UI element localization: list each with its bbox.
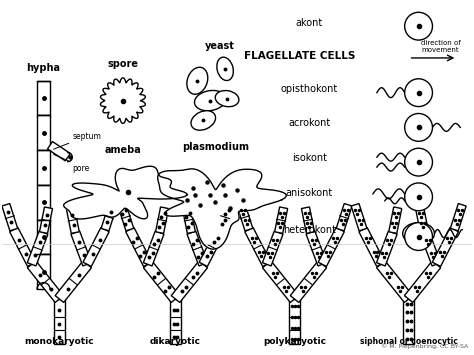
Polygon shape (27, 231, 48, 266)
Text: FLAGELLATE CELLS: FLAGELLATE CELLS (244, 51, 355, 61)
Polygon shape (100, 78, 146, 124)
Text: plasmodium: plasmodium (182, 142, 249, 152)
Polygon shape (199, 228, 225, 267)
Text: heterokont: heterokont (283, 225, 336, 235)
Polygon shape (27, 261, 64, 302)
Polygon shape (47, 142, 70, 161)
Polygon shape (187, 231, 208, 266)
Polygon shape (144, 261, 180, 302)
Ellipse shape (191, 111, 216, 130)
Polygon shape (290, 261, 327, 302)
Text: isokont: isokont (292, 153, 327, 163)
Polygon shape (359, 228, 385, 267)
Polygon shape (289, 299, 300, 344)
Polygon shape (170, 299, 181, 344)
Polygon shape (351, 203, 367, 231)
Polygon shape (66, 207, 79, 233)
Circle shape (405, 148, 432, 176)
Polygon shape (83, 228, 109, 267)
Polygon shape (318, 228, 344, 267)
Ellipse shape (217, 57, 233, 81)
Polygon shape (404, 261, 441, 302)
Polygon shape (301, 207, 314, 233)
Text: akont: akont (296, 18, 323, 28)
Polygon shape (416, 207, 428, 233)
Polygon shape (377, 261, 413, 302)
Polygon shape (376, 231, 397, 266)
Polygon shape (182, 207, 195, 233)
Polygon shape (2, 203, 18, 231)
Text: opisthokont: opisthokont (281, 84, 338, 94)
Ellipse shape (215, 91, 239, 107)
Text: anisokont: anisokont (286, 188, 333, 198)
Polygon shape (403, 299, 414, 344)
Ellipse shape (194, 91, 226, 111)
Polygon shape (37, 115, 50, 150)
Polygon shape (126, 228, 152, 267)
Polygon shape (432, 228, 458, 267)
Circle shape (405, 223, 432, 250)
Polygon shape (217, 203, 233, 231)
Circle shape (405, 114, 432, 141)
Polygon shape (54, 299, 65, 344)
Polygon shape (420, 231, 441, 266)
Polygon shape (245, 228, 271, 267)
Polygon shape (336, 203, 352, 231)
Polygon shape (450, 203, 466, 231)
Polygon shape (274, 207, 288, 233)
Polygon shape (263, 231, 283, 266)
Polygon shape (171, 261, 208, 302)
Polygon shape (71, 231, 91, 266)
Ellipse shape (187, 67, 208, 94)
Text: monokaryotic: monokaryotic (25, 337, 94, 346)
Text: yeast: yeast (205, 41, 235, 51)
Polygon shape (158, 169, 286, 249)
Polygon shape (64, 166, 187, 219)
Ellipse shape (403, 223, 435, 245)
Polygon shape (155, 207, 169, 233)
Polygon shape (55, 261, 91, 302)
Polygon shape (389, 207, 402, 233)
Text: direction of
movement: direction of movement (420, 40, 460, 53)
Circle shape (405, 12, 432, 40)
Text: septum: septum (73, 132, 101, 141)
Text: ameba: ameba (105, 145, 141, 155)
Circle shape (405, 79, 432, 106)
Polygon shape (37, 255, 50, 289)
Text: spore: spore (108, 59, 138, 69)
Polygon shape (39, 207, 53, 233)
Text: acrokont: acrokont (288, 119, 330, 129)
Polygon shape (37, 150, 50, 185)
Polygon shape (37, 220, 50, 255)
Polygon shape (9, 228, 36, 267)
Text: siphonal or coenocytic: siphonal or coenocytic (360, 337, 457, 346)
Polygon shape (118, 203, 134, 231)
Text: hypha: hypha (27, 63, 61, 73)
Polygon shape (143, 231, 164, 266)
Text: © M. Piepenbring, CC BY-SA: © M. Piepenbring, CC BY-SA (381, 343, 468, 349)
Text: polykaryotic: polykaryotic (263, 337, 326, 346)
Text: pore: pore (73, 164, 90, 173)
Polygon shape (306, 231, 327, 266)
Text: dikaryotic: dikaryotic (150, 337, 201, 346)
Polygon shape (101, 203, 117, 231)
Polygon shape (37, 185, 50, 220)
Circle shape (405, 183, 432, 211)
Polygon shape (237, 203, 253, 231)
Polygon shape (37, 81, 50, 115)
Polygon shape (263, 261, 299, 302)
